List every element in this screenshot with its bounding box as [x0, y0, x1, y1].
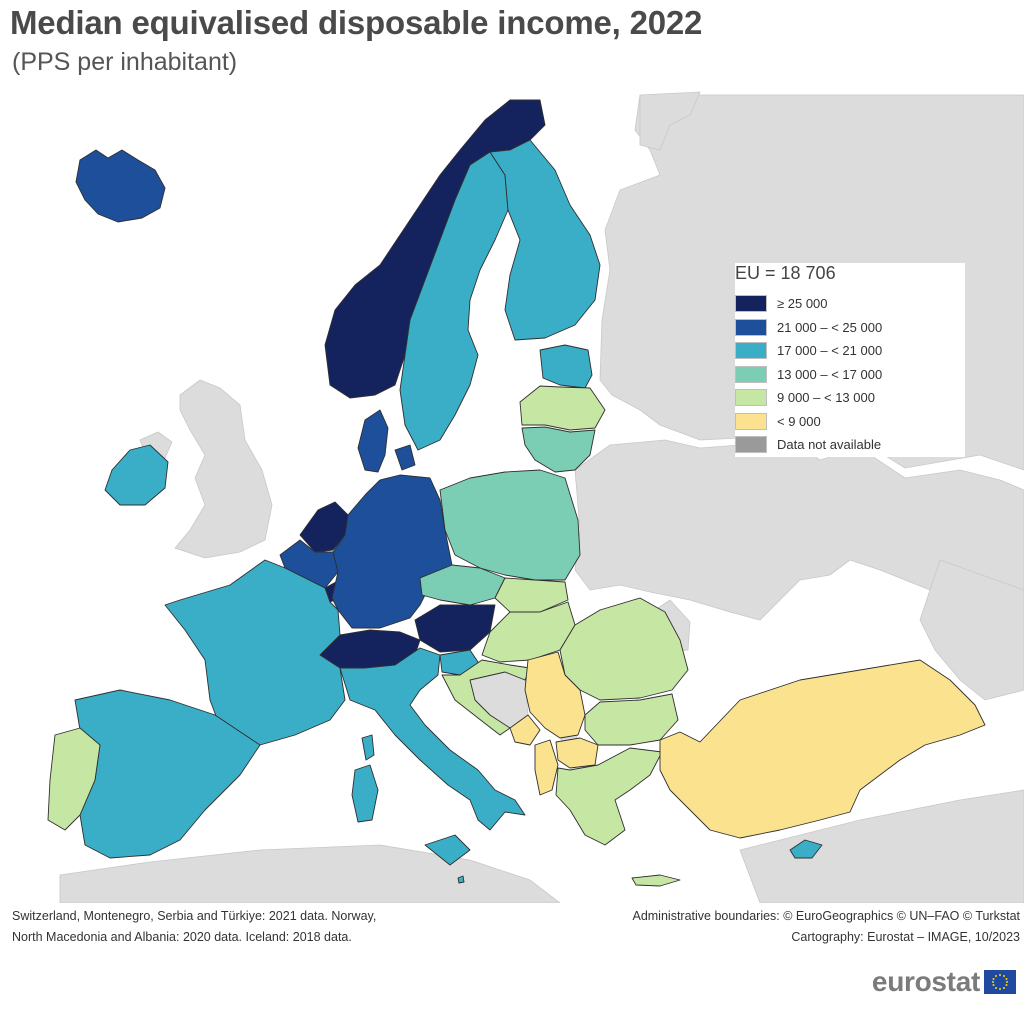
legend-item: ≥ 25 000	[735, 292, 965, 316]
region-italy	[339, 647, 526, 831]
logo-text: eurostat	[871, 966, 980, 997]
legend-swatch	[735, 342, 767, 360]
region-serbia	[524, 651, 586, 739]
region-greece	[555, 747, 663, 846]
eurostat-logo: eurostat	[872, 966, 1016, 998]
region-uk	[174, 379, 273, 559]
credit-line: Administrative boundaries: © EuroGeograp…	[632, 909, 1020, 923]
legend-swatch	[735, 295, 767, 313]
map-area	[10, 89, 1024, 903]
region-sweden	[399, 151, 509, 451]
region-montenegro	[509, 714, 541, 746]
region-ireland	[104, 444, 169, 506]
region-bulgaria	[584, 693, 679, 746]
legend-swatch	[735, 365, 767, 383]
legend-item: < 9 000	[735, 410, 965, 434]
region-poland	[439, 469, 581, 581]
region-turkiye	[659, 659, 986, 839]
europe-map	[10, 89, 1024, 903]
legend-item: 9 000 – < 13 000	[735, 386, 965, 410]
region-croatia	[441, 659, 531, 736]
legend-item: 21 000 – < 25 000	[735, 316, 965, 340]
region-estonia	[539, 344, 593, 389]
footnote-credits: Administrative boundaries: © EuroGeograp…	[500, 906, 1020, 948]
region-caucasus	[919, 559, 1024, 701]
region-denmark	[357, 409, 416, 473]
legend-label: < 9 000	[777, 413, 821, 429]
region-corsica	[361, 734, 375, 761]
region-middle-east	[739, 789, 1024, 903]
footnote-data-years: Switzerland, Montenegro, Serbia and Türk…	[12, 906, 512, 948]
eu-flag-icon	[984, 970, 1016, 994]
region-cyprus	[789, 839, 823, 859]
region-finland	[489, 139, 601, 341]
map-subtitle: (PPS per inhabitant)	[12, 48, 238, 76]
legend-item: 13 000 – < 17 000	[735, 363, 965, 387]
region-crete	[631, 874, 681, 887]
region-sicily	[424, 834, 471, 866]
map-legend: EU = 18 706 ≥ 25 000 21 000 – < 25 000 17 …	[735, 263, 965, 457]
region-iceland	[75, 149, 166, 223]
legend-label: ≥ 25 000	[777, 296, 828, 312]
legend-title: EU = 18 706	[735, 263, 836, 283]
map-title: Median equivalised disposable income, 20…	[10, 4, 703, 41]
region-lithuania	[521, 426, 596, 473]
legend-swatch	[735, 389, 767, 407]
region-malta	[457, 875, 465, 884]
region-albania	[534, 739, 559, 796]
credit-line: Cartography: Eurostat – IMAGE, 10/2023	[791, 930, 1020, 944]
region-kola	[639, 91, 701, 151]
legend-label: 17 000 – < 21 000	[777, 343, 883, 359]
legend-rows: ≥ 25 000 21 000 – < 25 000 17 000 – < 21 0…	[735, 292, 965, 457]
region-latvia	[519, 385, 606, 431]
legend-label: 9 000 – < 13 000	[777, 390, 875, 406]
legend-swatch	[735, 436, 767, 454]
region-north-africa	[59, 844, 561, 903]
legend-label: Data not available	[777, 437, 882, 453]
region-north-macedonia	[555, 737, 599, 769]
region-sardinia	[351, 764, 379, 823]
legend-item: 17 000 – < 21 000	[735, 339, 965, 363]
legend-label: 21 000 – < 25 000	[777, 319, 883, 335]
legend-item: Data not available	[735, 433, 965, 457]
region-portugal	[47, 727, 101, 831]
legend-label: 13 000 – < 17 000	[777, 366, 883, 382]
legend-swatch	[735, 318, 767, 336]
footnote-line: North Macedonia and Albania: 2020 data. …	[12, 930, 352, 944]
footnote-line: Switzerland, Montenegro, Serbia and Türk…	[12, 909, 377, 923]
legend-swatch	[735, 412, 767, 430]
